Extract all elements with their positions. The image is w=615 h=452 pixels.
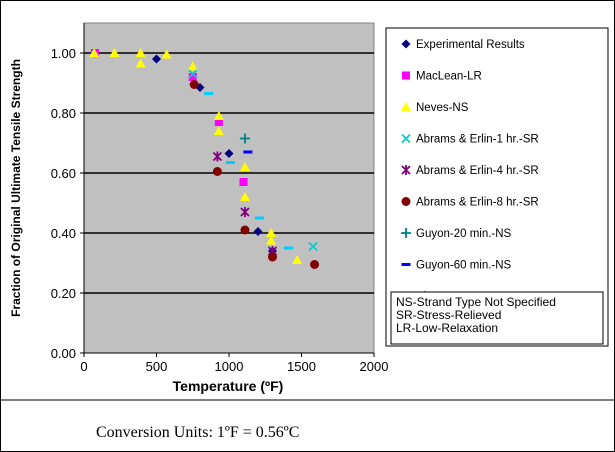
legend-label: Abrams & Erlin-1 hr.-SR bbox=[416, 134, 539, 146]
y-tick-labels: 0.00 0.20 0.40 0.60 0.80 1.00 bbox=[51, 46, 76, 361]
data-point bbox=[225, 161, 235, 164]
legend-marker bbox=[402, 71, 410, 80]
data-point bbox=[240, 225, 250, 235]
data-point bbox=[254, 216, 264, 220]
data-point bbox=[266, 228, 277, 237]
y-tick-label: 0.80 bbox=[51, 106, 76, 121]
data-point bbox=[187, 61, 198, 71]
data-point bbox=[89, 48, 100, 57]
data-point bbox=[283, 246, 293, 250]
data-point bbox=[268, 252, 277, 262]
x-tick-label: 1500 bbox=[287, 359, 316, 374]
data-points bbox=[89, 48, 320, 269]
x-tick-label: 0 bbox=[80, 359, 87, 374]
x-tick-label: 500 bbox=[146, 359, 168, 374]
x-axis-title: Temperature (ºF) bbox=[173, 378, 284, 394]
x-tick-label: 2000 bbox=[360, 359, 389, 374]
legend-marker bbox=[401, 228, 411, 238]
data-point bbox=[239, 178, 248, 186]
data-point bbox=[135, 48, 146, 57]
legend-marker bbox=[401, 102, 411, 111]
legend-label: Abrams & Erlin-8 hr.-SR bbox=[416, 197, 539, 209]
data-point bbox=[292, 255, 303, 264]
caption: Conversion Units: 1ºF = 0.56ºC bbox=[96, 424, 299, 441]
note-line: LR-Low-Relaxation bbox=[396, 321, 498, 335]
data-point bbox=[213, 111, 224, 120]
notes: NS-Strand Type Not SpecifiedSR-Stress-Re… bbox=[396, 295, 556, 335]
data-point bbox=[253, 227, 263, 236]
notes-box bbox=[390, 291, 604, 345]
legend-marker bbox=[401, 165, 411, 175]
x-tick-label: 1000 bbox=[215, 359, 244, 374]
data-point bbox=[135, 58, 146, 68]
legend-label: Guyon-60 min.-NS bbox=[416, 260, 512, 272]
data-point bbox=[161, 49, 172, 59]
data-point bbox=[212, 167, 222, 176]
data-point bbox=[243, 150, 253, 154]
axes bbox=[80, 23, 375, 357]
plot-area bbox=[83, 22, 375, 354]
data-point bbox=[310, 260, 320, 269]
data-point bbox=[188, 73, 197, 81]
data-point bbox=[189, 80, 199, 89]
y-tick-label: 0.40 bbox=[51, 226, 76, 241]
x-tick-labels: 0 500 1000 1500 2000 bbox=[80, 359, 388, 374]
legend-marker bbox=[401, 197, 411, 206]
legend-label: Experimental Results bbox=[416, 39, 525, 51]
legend-marker bbox=[401, 263, 411, 266]
data-point bbox=[213, 126, 224, 135]
data-point bbox=[239, 162, 250, 171]
data-point bbox=[204, 92, 214, 95]
data-point bbox=[239, 133, 250, 144]
data-point bbox=[308, 241, 318, 252]
note-line: SR-Stress-Relieved bbox=[396, 308, 501, 322]
data-point bbox=[214, 118, 223, 126]
legend-label: MacLean-LR bbox=[416, 71, 482, 83]
data-point bbox=[224, 149, 234, 158]
legend-label: Guyon-20 min.-NS bbox=[416, 228, 512, 240]
legend-label: Abrams & Erlin-4 hr.-SR bbox=[416, 165, 539, 177]
y-tick-label: 1.00 bbox=[51, 46, 76, 61]
data-point bbox=[212, 151, 223, 162]
y-axis-title: Fraction of Original Ultimate Tensile St… bbox=[9, 59, 23, 317]
legend-marker bbox=[401, 39, 411, 49]
data-point bbox=[188, 69, 198, 79]
data-point bbox=[152, 54, 161, 64]
y-tick-label: 0.20 bbox=[51, 286, 76, 301]
legend-label: Neves-NS bbox=[416, 102, 469, 114]
data-point bbox=[266, 235, 277, 245]
y-tick-label: 0.00 bbox=[51, 346, 76, 361]
data-point bbox=[109, 48, 120, 57]
legend-marker bbox=[401, 133, 411, 144]
gridlines bbox=[84, 52, 374, 294]
data-point bbox=[240, 207, 250, 217]
note-line: NS-Strand Type Not Specified bbox=[396, 295, 556, 309]
data-point bbox=[239, 192, 250, 201]
y-tick-label: 0.60 bbox=[51, 166, 76, 181]
